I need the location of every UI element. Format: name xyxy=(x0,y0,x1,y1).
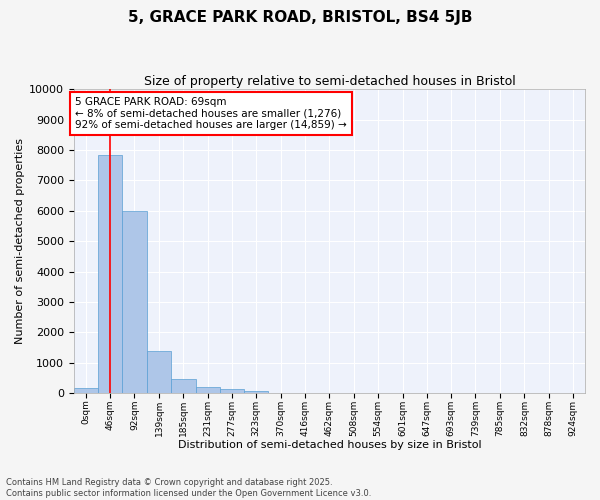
Title: Size of property relative to semi-detached houses in Bristol: Size of property relative to semi-detach… xyxy=(143,75,515,88)
Bar xyxy=(196,386,220,393)
Bar xyxy=(220,389,244,393)
Text: Contains HM Land Registry data © Crown copyright and database right 2025.
Contai: Contains HM Land Registry data © Crown c… xyxy=(6,478,371,498)
Bar xyxy=(244,391,268,393)
Bar xyxy=(147,350,172,393)
Bar xyxy=(98,154,122,393)
Y-axis label: Number of semi-detached properties: Number of semi-detached properties xyxy=(15,138,25,344)
Bar xyxy=(122,211,146,393)
Text: 5, GRACE PARK ROAD, BRISTOL, BS4 5JB: 5, GRACE PARK ROAD, BRISTOL, BS4 5JB xyxy=(128,10,472,25)
Bar xyxy=(172,378,196,393)
Bar xyxy=(74,388,98,393)
X-axis label: Distribution of semi-detached houses by size in Bristol: Distribution of semi-detached houses by … xyxy=(178,440,481,450)
Text: 5 GRACE PARK ROAD: 69sqm
← 8% of semi-detached houses are smaller (1,276)
92% of: 5 GRACE PARK ROAD: 69sqm ← 8% of semi-de… xyxy=(75,97,347,130)
